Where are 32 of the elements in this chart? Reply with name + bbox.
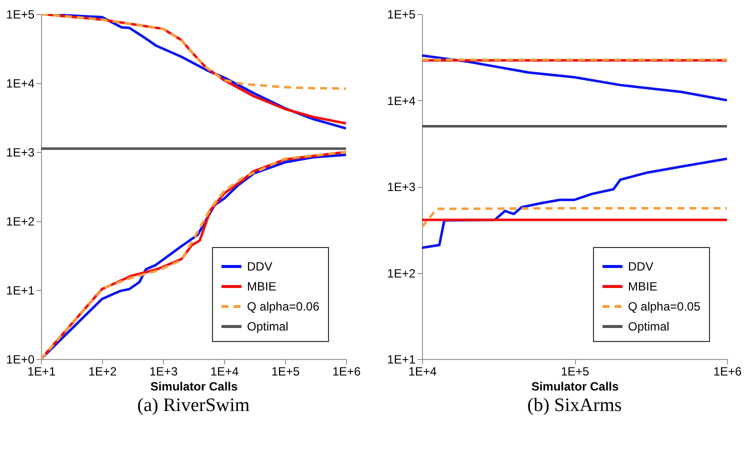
legend-label: MBIE [247,280,276,294]
x-tick-label: 1E+6 [332,364,362,378]
legend-label: Q alpha=0.06 [247,300,320,314]
legend-label: Optimal [247,320,288,334]
x-tick-label: 1E+1 [27,364,56,378]
y-tick-label: 1E+2 [6,214,35,228]
x-tick-label: 1E+4 [210,364,240,378]
y-tick-label: 1E+5 [6,8,35,22]
legend-label: Q alpha=0.05 [628,300,701,314]
y-tick-label: 1E+3 [6,146,35,160]
x-axis-title: Simulator Calls [150,380,238,394]
x-tick-label: 1E+6 [713,364,742,378]
y-tick-label: 1E+0 [6,352,35,366]
y-tick-label: 1E+2 [387,266,416,280]
x-tick-label: 1E+3 [149,364,178,378]
legend-label: Optimal [628,320,670,334]
x-axis-title: Simulator Calls [531,380,620,394]
x-tick-label: 1E+5 [271,364,300,378]
y-tick-label: 1E+1 [387,352,416,366]
text: (b) SixArms [527,395,622,416]
x-tick-label: 1E+4 [408,364,438,378]
y-tick-label: 1E+4 [6,76,35,90]
legend-label: DDV [247,260,272,274]
legend-label: DDV [628,260,654,274]
text: (a) RiverSwim [137,395,250,416]
x-tick-label: 1E+5 [560,364,590,378]
y-tick-label: 1E+1 [6,284,35,298]
y-tick-label: 1E+3 [387,180,416,194]
legend-label: MBIE [628,280,658,294]
x-tick-label: 1E+2 [88,364,118,378]
y-tick-label: 1E+5 [387,8,416,22]
y-tick-label: 1E+4 [387,94,416,108]
